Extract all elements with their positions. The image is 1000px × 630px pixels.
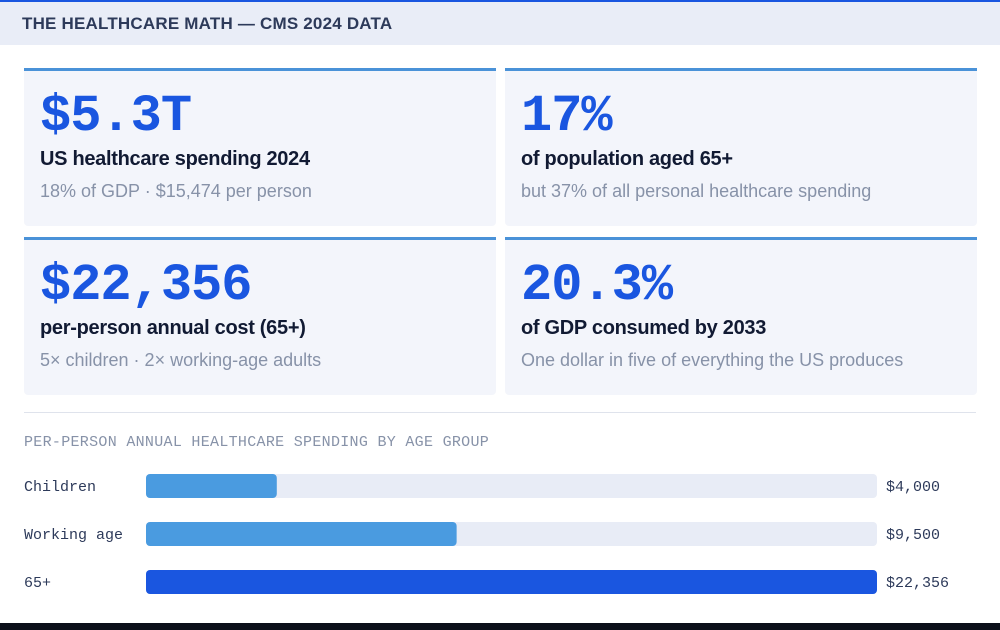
stat-label: of population aged 65+ xyxy=(521,148,733,170)
section-divider xyxy=(24,412,976,413)
bar-track-children xyxy=(146,474,877,498)
stat-value: $5.3T xyxy=(40,87,192,146)
stat-label: per-person annual cost (65+) xyxy=(40,317,306,339)
stat-subtext: 5× children · 2× working-age adults xyxy=(40,350,322,370)
stat-card-population: 17% of population aged 65+ but 37% of al… xyxy=(505,68,977,226)
category-label-children: Children xyxy=(24,479,96,496)
stat-card-per-person-cost: $22,356 per-person annual cost (65+) 5× … xyxy=(24,237,496,395)
stat-value: 17% xyxy=(521,87,613,146)
stat-value: 20.3% xyxy=(521,256,673,315)
header-bar: THE HEALTHCARE MATH — CMS 2024 DATA xyxy=(0,0,1000,45)
stat-subtext: but 37% of all personal healthcare spend… xyxy=(521,181,872,201)
spending-bar-chart: Children $4,000 Working age $9,500 65+ $22,35… xyxy=(24,474,949,594)
value-label-working-age: $9,500 xyxy=(886,527,940,544)
chart-title: PER-PERSON ANNUAL HEALTHCARE SPENDING BY… xyxy=(24,434,490,451)
stat-subtext: One dollar in five of everything the US … xyxy=(521,350,904,370)
stat-subtext: 18% of GDP · $15,474 per person xyxy=(40,181,312,201)
stat-label: of GDP consumed by 2033 xyxy=(521,317,767,339)
stat-card-gdp-share: 20.3% of GDP consumed by 2033 One dollar… xyxy=(505,237,977,395)
stat-card-spending: $5.3T US healthcare spending 2024 18% of… xyxy=(24,68,496,226)
header-title: THE HEALTHCARE MATH — CMS 2024 DATA xyxy=(22,13,393,33)
bar-children xyxy=(146,474,277,498)
bar-working-age xyxy=(146,522,457,546)
stat-label: US healthcare spending 2024 xyxy=(40,148,310,170)
bar-age-65-plus xyxy=(146,570,877,594)
value-label-children: $4,000 xyxy=(886,479,940,496)
stat-value: $22,356 xyxy=(40,256,252,315)
bottom-edge-bar xyxy=(0,623,1000,630)
value-label-age-65-plus: $22,356 xyxy=(886,575,949,592)
category-label-working-age: Working age xyxy=(24,527,123,544)
category-label-age-65-plus: 65+ xyxy=(24,575,51,592)
